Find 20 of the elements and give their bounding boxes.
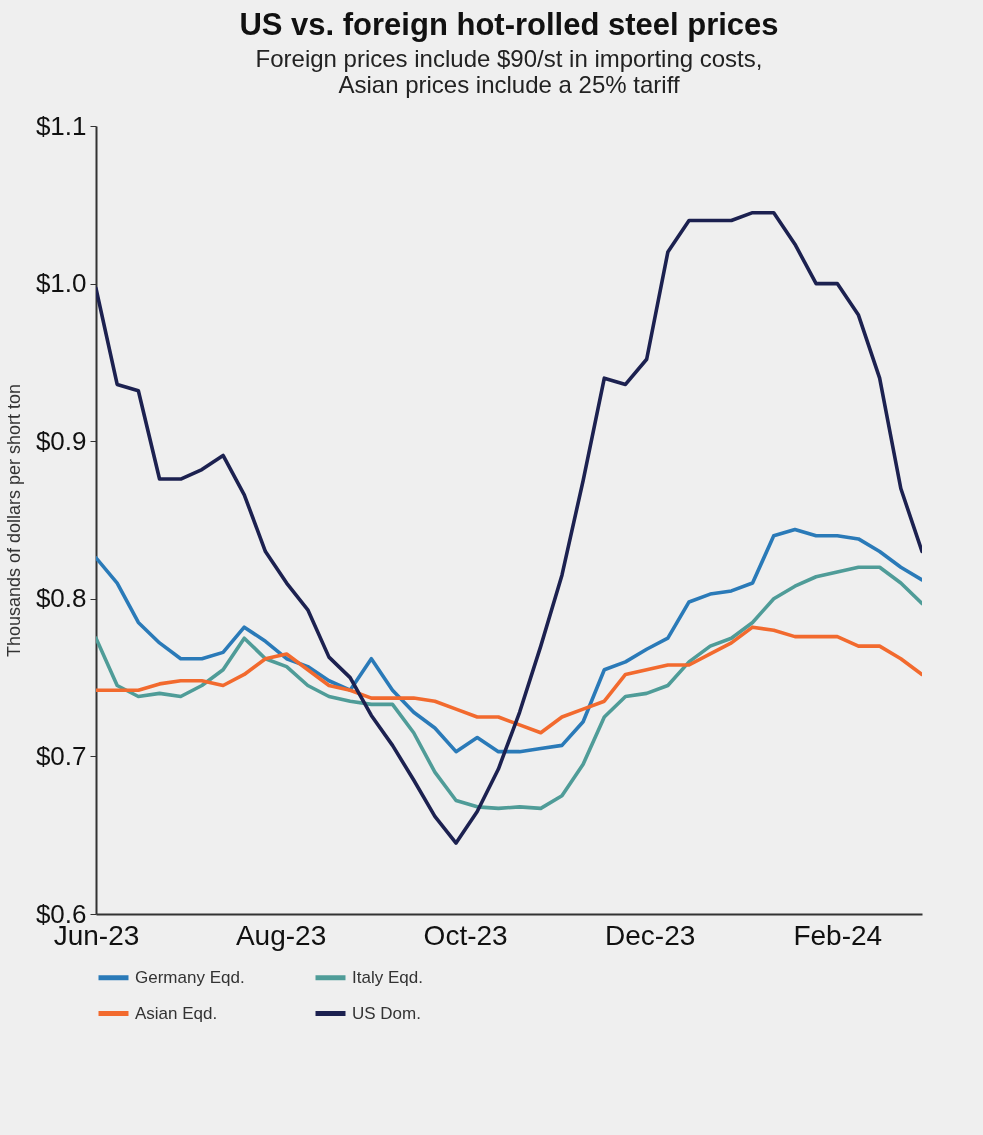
line-series bbox=[96, 565, 922, 811]
legend-label: Asian Eqd. bbox=[135, 1003, 218, 1023]
chart-subtitle: Foreign prices include $90/st in importing costs, Asian prices include a 25% tariff bbox=[255, 45, 763, 98]
y-tick-label: $0.9 bbox=[35, 425, 87, 456]
line-series bbox=[96, 210, 922, 845]
legend-label: Italy Eqd. bbox=[352, 967, 423, 987]
chart-title: US vs. foreign hot-rolled steel prices bbox=[239, 7, 779, 42]
legend-label: Germany Eqd. bbox=[135, 967, 245, 987]
x-tick-label: Dec-23 bbox=[605, 919, 696, 951]
x-tick-label: Feb-24 bbox=[793, 919, 883, 951]
y-tick-label: $0.8 bbox=[35, 583, 87, 614]
x-tick-label: Aug-23 bbox=[235, 919, 327, 951]
x-tick-label: Oct-23 bbox=[423, 919, 508, 951]
y-tick-label: $0.7 bbox=[35, 740, 87, 771]
y-axis-title: Thousands of dollars per short ton bbox=[3, 383, 24, 658]
y-tick-label: $1.0 bbox=[35, 268, 87, 299]
legend-label: US Dom. bbox=[352, 1003, 421, 1023]
line-series bbox=[96, 527, 922, 754]
y-tick-label: $1.1 bbox=[35, 110, 87, 141]
line-series bbox=[96, 625, 922, 735]
